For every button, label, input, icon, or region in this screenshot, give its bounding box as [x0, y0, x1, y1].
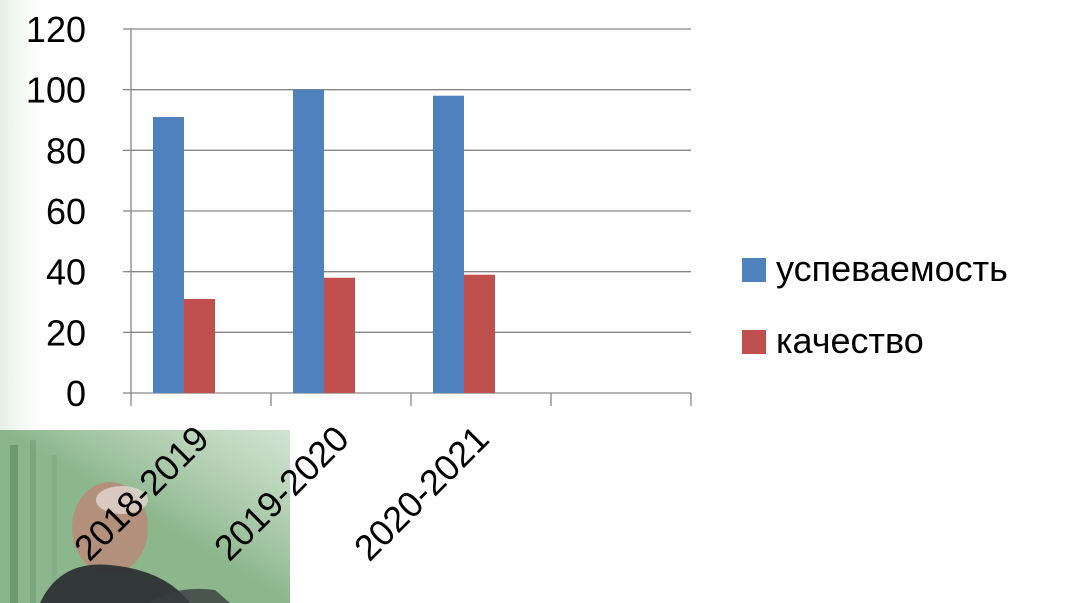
y-tick-label: 100 — [26, 70, 86, 111]
bars — [153, 89, 495, 394]
y-tick-label: 0 — [66, 373, 86, 414]
bar-kachestvo-0 — [184, 298, 215, 393]
x-category-label: 2020-2021 — [346, 418, 497, 569]
bar-uspevaemost-0 — [153, 116, 184, 393]
x-category-label: 2019-2020 — [206, 418, 357, 569]
y-tick-label: 40 — [46, 252, 86, 293]
y-tick-label: 60 — [46, 191, 86, 232]
y-tick-label: 120 — [26, 9, 86, 50]
legend: успеваемость качество — [742, 248, 1008, 361]
y-tick-label: 20 — [46, 312, 86, 353]
legend-label: качество — [776, 320, 924, 361]
y-tick-label: 80 — [46, 130, 86, 171]
gridlines — [123, 28, 691, 394]
bar-kachestvo-1 — [324, 277, 355, 393]
bar-uspevaemost-1 — [293, 89, 324, 394]
legend-swatch — [742, 258, 766, 282]
axes — [130, 29, 692, 406]
bar-kachestvo-2 — [464, 274, 495, 393]
y-axis-tick-labels: 0 20 40 60 80 100 120 — [26, 9, 86, 414]
legend-label: успеваемость — [776, 248, 1008, 289]
legend-swatch — [742, 330, 766, 354]
bar-uspevaemost-2 — [433, 95, 464, 393]
x-category-label: 2018-2019 — [66, 418, 217, 569]
